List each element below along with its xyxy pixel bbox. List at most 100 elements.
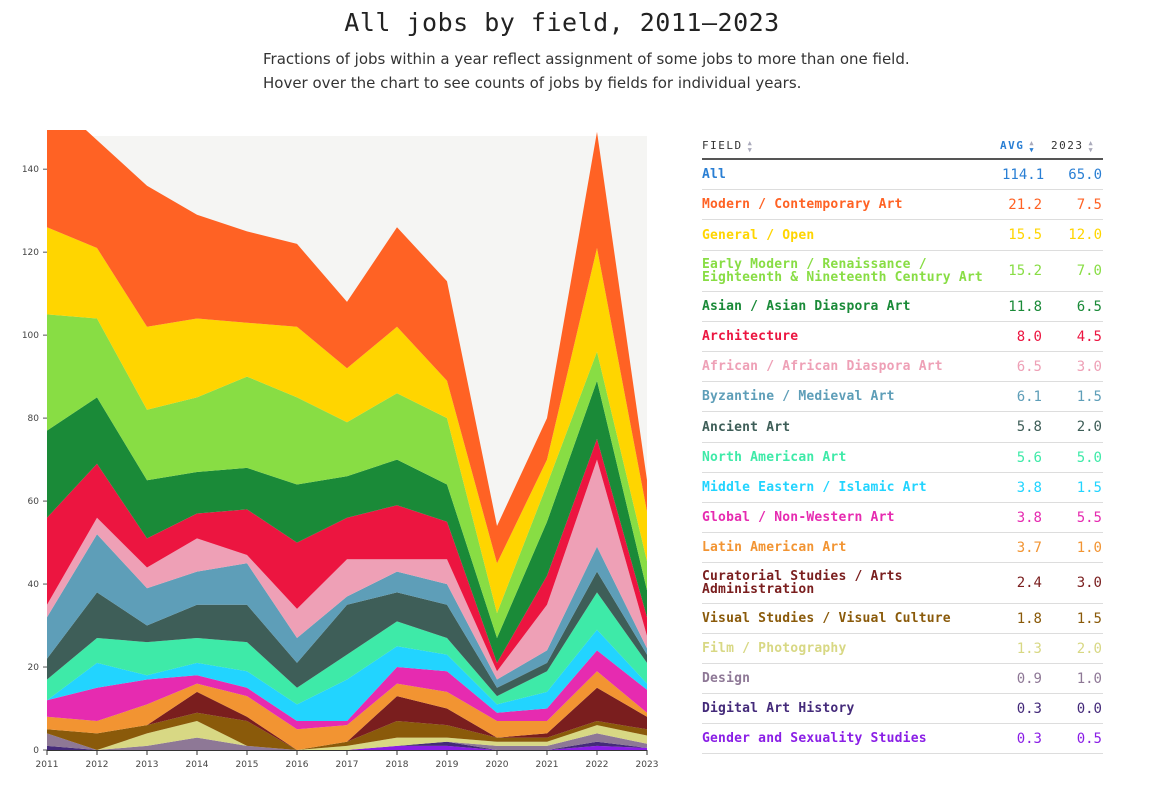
- year-2023-value: 0.0: [1076, 700, 1102, 717]
- y-tick-label: 60: [28, 497, 40, 507]
- y-tick-label: 120: [22, 248, 39, 258]
- year-2023-value: 65.0: [1068, 166, 1102, 183]
- field-name: Latin American Art: [702, 540, 847, 555]
- sort-arrows-icon[interactable]: ▲ ▼: [1088, 138, 1095, 154]
- table-row[interactable]: All 114.1 65.0: [702, 160, 1103, 190]
- field-name: Film / Photography: [702, 641, 847, 656]
- area-series-10[interactable]: [47, 571, 647, 697]
- x-tick-label: 2023: [636, 760, 659, 770]
- avg-value: 6.5: [1016, 358, 1042, 375]
- x-tick-label: 2011: [36, 760, 59, 770]
- x-tick-label: 2016: [286, 760, 309, 770]
- avg-value: 8.0: [1016, 328, 1042, 345]
- area-series-4[interactable]: [47, 712, 647, 750]
- avg-value: 6.1: [1016, 388, 1042, 405]
- table-row[interactable]: Digital Art History 0.3 0.0: [702, 694, 1103, 724]
- table-row[interactable]: North American Art 5.6 5.0: [702, 443, 1103, 473]
- field-name: Gender and Sexuality Studies: [702, 731, 927, 746]
- year-2023-value: 2.0: [1076, 419, 1102, 435]
- field-name: Byzantine / Medieval Art: [702, 389, 895, 404]
- table-row[interactable]: Visual Studies / Visual Culture 1.8 1.5: [702, 604, 1103, 634]
- area-series-16[interactable]: [47, 227, 647, 614]
- table-row[interactable]: Asian / Asian Diaspora Art 11.8 6.5: [702, 292, 1103, 322]
- area-series-17[interactable]: [47, 130, 647, 564]
- year-2023-value: 1.5: [1076, 479, 1102, 496]
- column-header-avg[interactable]: AVG ▲ ▼: [1000, 139, 1035, 154]
- avg-value: 5.6: [1016, 449, 1042, 466]
- area-series-2[interactable]: [47, 733, 647, 750]
- table-body: All 114.1 65.0 Modern / Contemporary Art 21.…: [702, 160, 1103, 754]
- x-tick-label: 2014: [186, 760, 209, 770]
- y-tick-label: 0: [33, 746, 39, 756]
- area-series-9[interactable]: [47, 592, 647, 705]
- table-row[interactable]: Modern / Contemporary Art 21.2 7.5: [702, 190, 1103, 220]
- column-header-2023[interactable]: 2023 ▲ ▼: [1051, 139, 1094, 154]
- field-name-line-1: Early Modern / Renaissance /: [702, 257, 927, 272]
- year-2023-value: 1.0: [1076, 670, 1102, 687]
- field-name: Digital Art History: [702, 701, 855, 716]
- table-row[interactable]: General / Open 15.5 12.0: [702, 220, 1103, 251]
- chart-title: All jobs by field, 2011–2023: [344, 8, 780, 37]
- field-name: Design: [702, 671, 751, 686]
- table-row[interactable]: Film / Photography 1.3 2.0: [702, 634, 1103, 664]
- chart-subtitle-line-1: Fractions of jobs within a year reflect …: [263, 50, 910, 68]
- year-2023-value: 5.0: [1076, 449, 1102, 466]
- x-tick-label: 2012: [86, 760, 109, 770]
- area-series-6[interactable]: [47, 671, 647, 750]
- table-row[interactable]: Early Modern / Renaissance / Eighteenth &…: [702, 251, 1103, 292]
- area-series-5[interactable]: [47, 687, 647, 750]
- avg-value: 2.4: [1016, 575, 1042, 591]
- area-series-13[interactable]: [47, 438, 647, 672]
- year-2023-value: 6.5: [1076, 298, 1102, 315]
- x-tick-label: 2022: [586, 760, 609, 770]
- table-row[interactable]: Latin American Art 3.7 1.0: [702, 533, 1103, 563]
- x-tick-label: 2013: [136, 760, 159, 770]
- area-series-7[interactable]: [47, 650, 647, 730]
- area-series-14[interactable]: [47, 380, 647, 663]
- field-name: Visual Studies / Visual Culture: [702, 611, 951, 626]
- year-2023-value: 7.0: [1076, 263, 1102, 279]
- table-row[interactable]: African / African Diaspora Art 6.5 3.0: [702, 352, 1103, 382]
- avg-value: 3.8: [1016, 479, 1042, 496]
- year-2023-value: 2.0: [1076, 640, 1102, 657]
- field-name: Curatorial Studies / Arts Administration: [702, 570, 1002, 596]
- sort-arrows-icon[interactable]: ▲ ▼: [1029, 138, 1036, 154]
- year-2023-value: 3.0: [1076, 575, 1102, 591]
- field-name: Asian / Asian Diaspora Art: [702, 299, 911, 314]
- chart-subtitle-line-2: Hover over the chart to see counts of jo…: [263, 74, 802, 92]
- x-tick-label: 2020: [486, 760, 509, 770]
- year-2023-value: 3.0: [1076, 358, 1102, 375]
- column-header-field[interactable]: FIELD ▲ ▼: [702, 139, 753, 154]
- year-2023-value: 5.5: [1076, 509, 1102, 526]
- sort-arrows-icon[interactable]: ▲ ▼: [747, 138, 754, 154]
- table-row[interactable]: Byzantine / Medieval Art 6.1 1.5: [702, 382, 1103, 412]
- table-row[interactable]: Architecture 8.0 4.5: [702, 322, 1103, 352]
- year-2023-value: 1.0: [1076, 539, 1102, 556]
- area-series-8[interactable]: [47, 629, 647, 721]
- y-tick-label: 20: [28, 663, 40, 673]
- area-series-12[interactable]: [47, 459, 647, 680]
- table-row[interactable]: Design 0.9 1.0: [702, 664, 1103, 694]
- area-series-11[interactable]: [47, 534, 647, 688]
- table-row[interactable]: Curatorial Studies / Arts Administration 2…: [702, 563, 1103, 604]
- field-name: Architecture: [702, 329, 799, 344]
- year-2023-value: 7.5: [1076, 196, 1102, 213]
- field-name: African / African Diaspora Art: [702, 359, 943, 374]
- avg-value: 5.8: [1016, 419, 1042, 435]
- stacked-area-chart[interactable]: 0 20 40 60 80 100 120 140 2011 2012 2013 2014 2015 20…: [0, 130, 670, 780]
- area-series-0[interactable]: [47, 745, 647, 750]
- table-row[interactable]: Middle Eastern / Islamic Art 3.8 1.5: [702, 473, 1103, 503]
- area-series-3[interactable]: [47, 721, 647, 750]
- table-row[interactable]: Ancient Art 5.8 2.0: [702, 412, 1103, 443]
- table-row[interactable]: Gender and Sexuality Studies 0.3 0.5: [702, 724, 1103, 754]
- avg-value: 11.8: [1008, 298, 1042, 315]
- table-header: FIELD ▲ ▼ AVG ▲ ▼ 2023 ▲ ▼: [702, 137, 1103, 160]
- table-row[interactable]: Global / Non-Western Art 3.8 5.5: [702, 503, 1103, 533]
- field-table: FIELD ▲ ▼ AVG ▲ ▼ 2023 ▲ ▼ All 114.1 65.0 Modern …: [702, 137, 1103, 754]
- year-2023-value: 4.5: [1076, 328, 1102, 345]
- y-tick-label: 100: [22, 331, 39, 341]
- field-name: Early Modern / Renaissance / Eighteenth &…: [702, 258, 1002, 284]
- x-tick-label: 2021: [536, 760, 559, 770]
- area-series-15[interactable]: [47, 314, 647, 638]
- avg-value: 15.5: [1008, 227, 1042, 243]
